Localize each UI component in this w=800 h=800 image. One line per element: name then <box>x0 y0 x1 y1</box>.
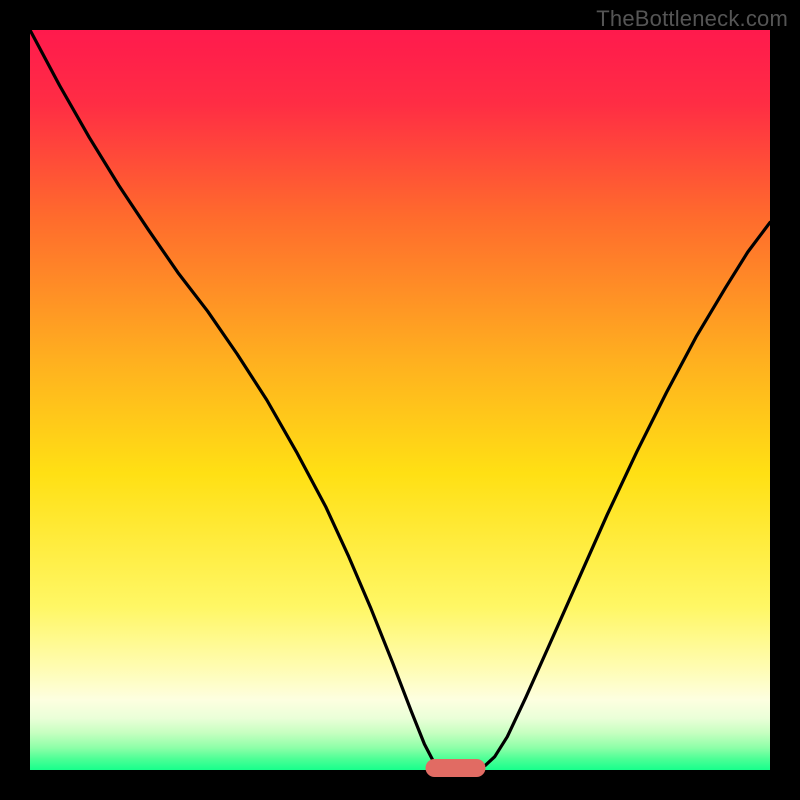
chart-container: TheBottleneck.com <box>0 0 800 800</box>
optimal-marker <box>426 759 486 777</box>
watermark-text: TheBottleneck.com <box>596 6 788 32</box>
bottleneck-chart <box>0 0 800 800</box>
